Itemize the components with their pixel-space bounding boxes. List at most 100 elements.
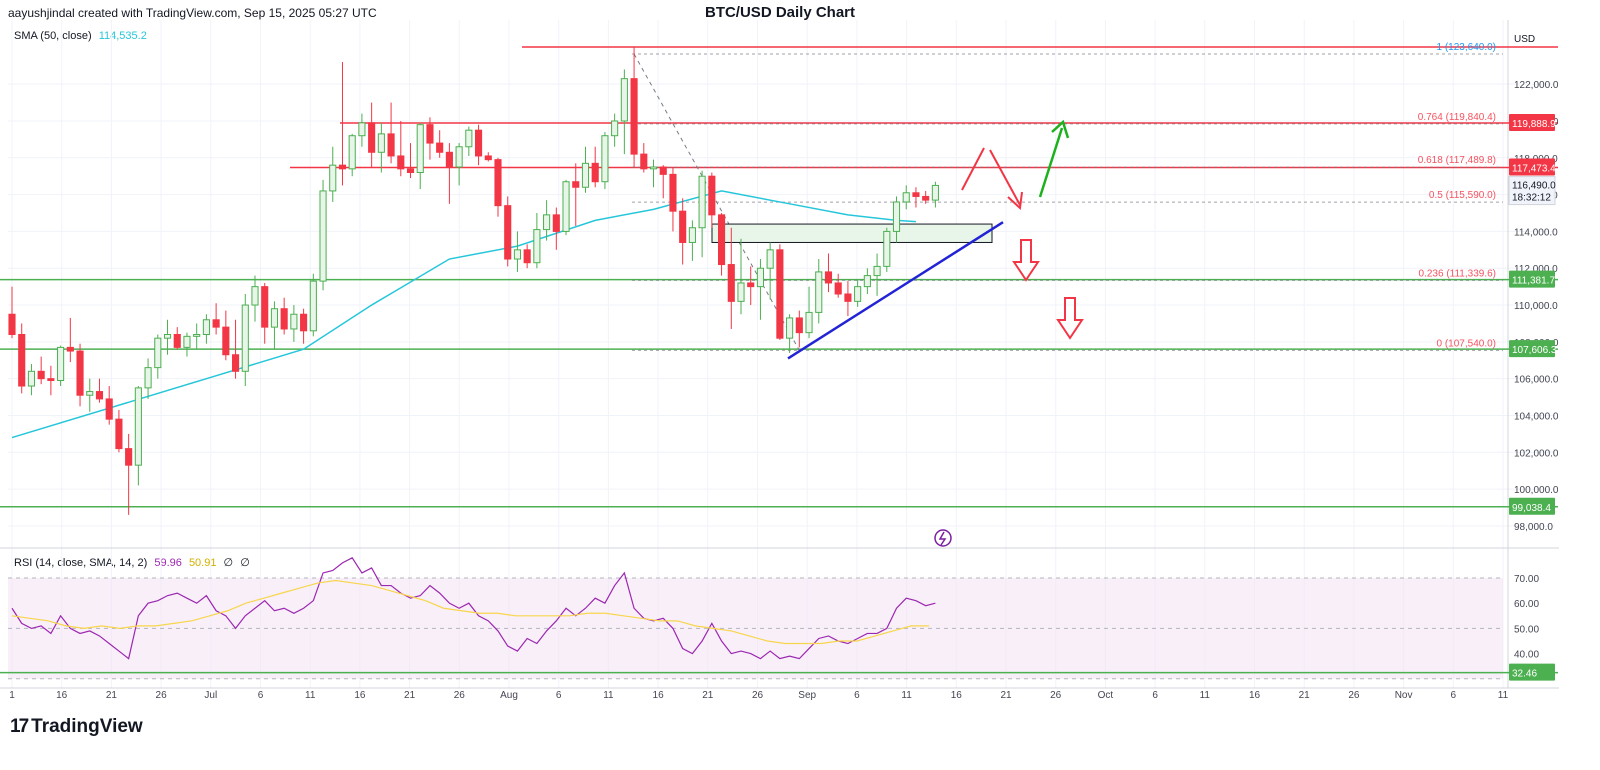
candle-body: [397, 155, 405, 170]
candle-body: [708, 175, 716, 216]
arrow-down-red: [989, 149, 1023, 211]
candle-body: [494, 159, 502, 207]
x-axis-tick-label: 26: [1050, 690, 1062, 701]
candle-body: [513, 249, 521, 260]
fib-diagonal-line: [633, 53, 800, 351]
candle-body: [892, 201, 901, 232]
candle-body: [37, 370, 45, 380]
candle-body: [727, 264, 735, 302]
candle-body: [873, 265, 881, 277]
candle-body: [815, 271, 823, 313]
candle-body: [154, 337, 162, 369]
candle-body: [931, 184, 939, 201]
fib-level-label: 0.5 (115,590.0): [1429, 190, 1496, 201]
y-axis-currency: USD: [1514, 34, 1535, 45]
candle-body: [474, 129, 483, 157]
sma-legend[interactable]: SMA (50, close) 114,535.2: [14, 30, 151, 42]
candle-body: [338, 164, 347, 170]
x-axis-tick-label: 26: [752, 690, 764, 701]
candle-body: [834, 282, 842, 295]
candle-body: [747, 282, 755, 288]
candle-body: [416, 124, 424, 174]
candle-body: [426, 124, 434, 144]
rsi-line: [11, 557, 936, 660]
x-axis-tick-label: 6: [556, 690, 562, 701]
candles: [8, 47, 939, 515]
candle-body: [319, 190, 327, 282]
candle-body: [95, 391, 104, 400]
candle-body: [290, 313, 298, 330]
x-axis-tick-label: 11: [305, 690, 316, 701]
tradingview-logo[interactable]: 17 TradingView: [10, 716, 143, 738]
candle-body: [484, 155, 492, 161]
x-axis-tick-label: 1: [9, 690, 15, 701]
sma-label: SMA (50, close): [14, 30, 92, 42]
rsi-legend[interactable]: RSI (14, close, SMA, 14, 2) 59.96 50.91 …: [14, 556, 254, 569]
candle-body: [261, 286, 269, 328]
x-axis-tick-label: 21: [404, 690, 416, 701]
attribution-text: aayushjindal created with TradingView.co…: [8, 6, 377, 20]
candle-body: [144, 367, 152, 389]
candle-body: [922, 195, 930, 201]
candle-body: [76, 350, 84, 396]
rsi-tick-label: 70.00: [1514, 574, 1539, 585]
last-price-tag-bg: [1508, 176, 1556, 206]
support-price-tag-bg: [1509, 340, 1555, 358]
x-axis-tick-label: 11: [1498, 690, 1509, 701]
support-price-tag-bg: [1509, 270, 1555, 288]
x-axis-tick-label: 11: [603, 690, 614, 701]
x-axis-tick-label: 16: [1249, 690, 1261, 701]
candle-body: [105, 398, 113, 420]
candle-body: [377, 133, 385, 153]
candle-body: [329, 164, 337, 192]
tradingview-mark-icon: 17: [10, 716, 29, 737]
candle-body: [66, 346, 74, 352]
candle-body: [717, 214, 726, 266]
x-axis-tick-label: 6: [258, 690, 264, 701]
candle-body: [572, 181, 580, 188]
candle-body: [504, 205, 512, 260]
candle-body: [348, 135, 356, 170]
fib-level-label: 0 (107,540.0): [1437, 338, 1497, 349]
candle-body: [523, 249, 531, 264]
rsi-tick-label: 50.00: [1514, 624, 1539, 635]
candle-body: [630, 78, 638, 155]
last-price-tag: 116,490.0: [1512, 181, 1556, 192]
y-axis-tick-label: 100,000.0: [1514, 485, 1559, 496]
rsi-support-tag-bg: [1509, 663, 1555, 681]
y-axis-tick-label: 122,000.0: [1514, 80, 1559, 91]
arrow-down-hollow-2: [1056, 297, 1084, 340]
candle-body: [222, 326, 230, 356]
x-axis-tick-label: 16: [951, 690, 963, 701]
candle-body: [212, 319, 220, 328]
candle-body: [533, 229, 541, 264]
rsi-extra-1: ∅: [223, 557, 234, 569]
candle-body: [202, 319, 210, 335]
resistance-price-tag-bg: [1509, 158, 1555, 176]
candle-body: [115, 418, 123, 450]
y-axis-tick-label: 104,000.0: [1514, 411, 1559, 422]
fib-level-label: 0.764 (119,840.4): [1418, 112, 1496, 123]
y-axis-tick-label: 106,000.0: [1514, 375, 1559, 386]
candle-body: [766, 249, 774, 269]
support-price-tag: 107,606.3: [1512, 345, 1557, 356]
candle-body: [805, 311, 813, 334]
tradingview-wordmark: TradingView: [31, 716, 143, 737]
x-axis-tick-label: Nov: [1395, 690, 1413, 701]
candle-body: [387, 133, 395, 157]
y-axis-tick-label: 114,000.0: [1514, 227, 1558, 238]
candle-body: [455, 146, 463, 168]
candle-body: [883, 230, 891, 267]
candle-body: [552, 214, 560, 232]
candle-body: [436, 142, 444, 153]
x-axis-tick-label: Oct: [1098, 690, 1114, 701]
grid-lines: [8, 20, 1555, 688]
candle-body: [737, 282, 745, 302]
lightning-bolt: [938, 531, 947, 546]
candle-body: [193, 333, 201, 337]
resistance-price-tag-bg: [1509, 114, 1555, 132]
candle-body: [611, 120, 619, 137]
y-axis-tick-label: 112,000.0: [1514, 264, 1558, 275]
candle-body: [620, 78, 628, 122]
